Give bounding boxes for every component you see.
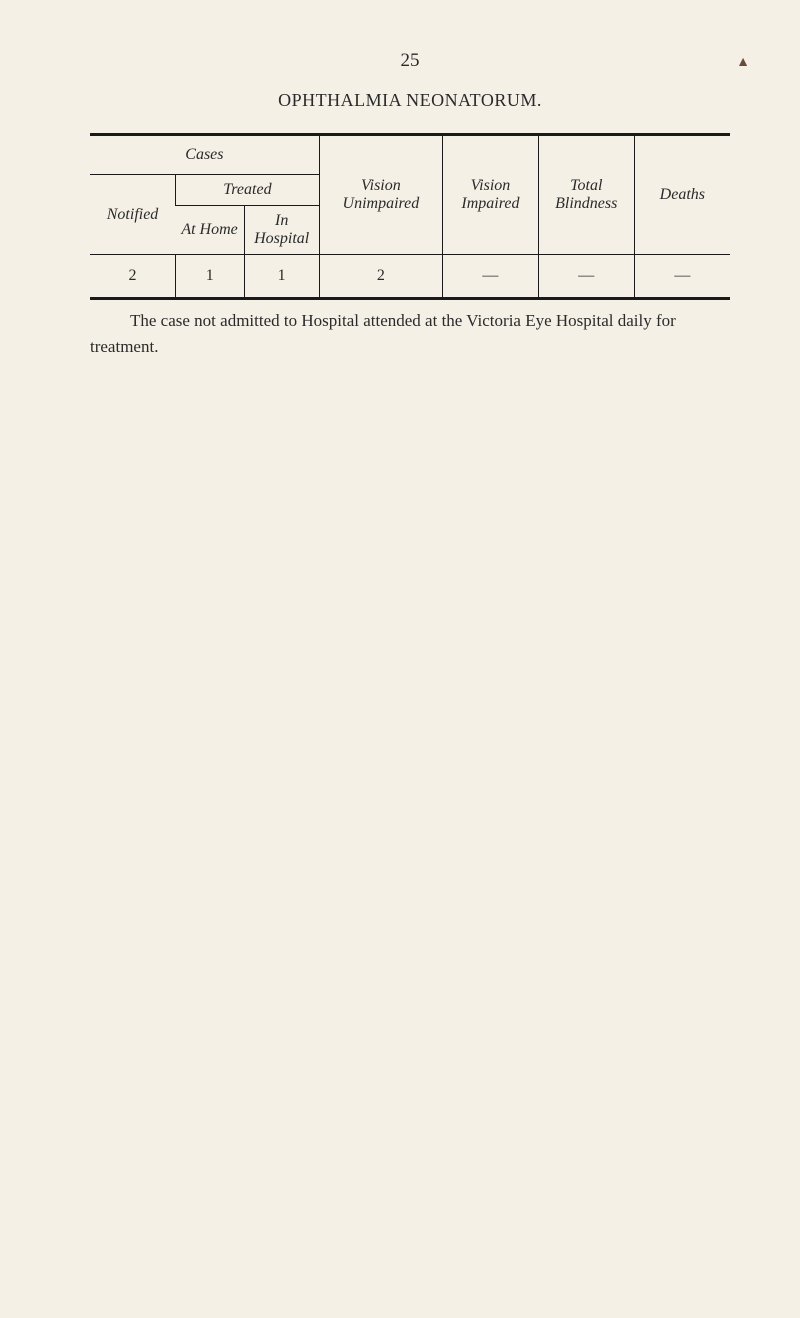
page-mark: ▲ — [736, 55, 750, 71]
header-vision-impaired: Vision Impaired — [443, 135, 539, 255]
page-number: 25 — [90, 50, 730, 72]
header-treated: Treated — [176, 175, 320, 206]
cell-vision-impaired: — — [443, 255, 539, 299]
header-deaths: Deaths — [634, 135, 730, 255]
header-vision-unimpaired: Vision Unimpaired — [319, 135, 442, 255]
header-in-hospital: In Hospital — [244, 206, 319, 255]
note-text: The case not admitted to Hospital attend… — [90, 308, 730, 359]
header-total-blindness: Total Blindness — [538, 135, 634, 255]
cell-deaths: — — [634, 255, 730, 299]
cell-vision-unimpaired: 2 — [319, 255, 442, 299]
cell-in-hospital: 1 — [244, 255, 319, 299]
header-cases: Cases — [90, 135, 319, 175]
ophthalmia-table: Cases Vision Unimpaired Vision Impaired … — [90, 133, 730, 300]
cell-notified: 2 — [90, 255, 176, 299]
header-notified: Notified — [90, 175, 176, 255]
header-at-home: At Home — [176, 206, 244, 255]
cell-total-blindness: — — [538, 255, 634, 299]
cell-at-home: 1 — [176, 255, 244, 299]
page-title: OPHTHALMIA NEONATORUM. — [90, 90, 730, 111]
